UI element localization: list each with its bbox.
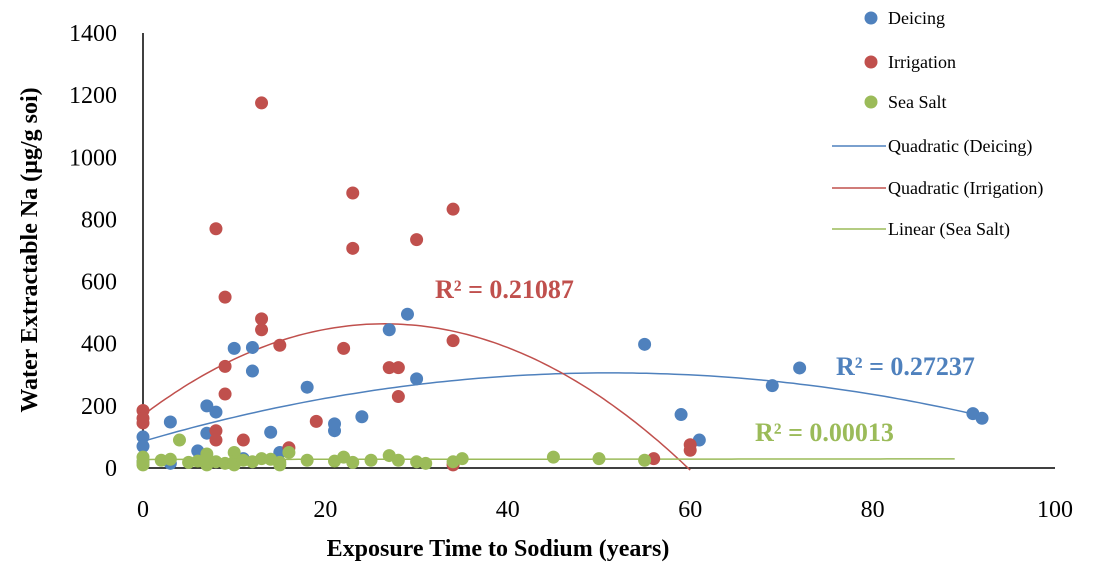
legend-label: Irrigation: [888, 52, 956, 72]
point-irrigation: [218, 290, 232, 304]
x-tick-label: 100: [1037, 497, 1073, 523]
point-irrigation: [218, 359, 232, 373]
point-sea-salt: [419, 456, 433, 470]
point-irrigation: [337, 341, 351, 355]
point-deicing: [382, 323, 396, 337]
point-irrigation: [209, 433, 223, 447]
point-irrigation: [209, 424, 223, 438]
y-tick-label: 200: [81, 394, 117, 420]
legend-label: Linear (Sea Salt): [888, 219, 1010, 240]
point-deicing: [163, 415, 177, 429]
point-deicing: [674, 408, 688, 422]
point-deicing: [355, 410, 369, 424]
point-irrigation: [309, 414, 323, 428]
point-sea-salt: [273, 458, 287, 472]
r2-label: R² = 0.21087: [435, 275, 574, 304]
x-axis-title: Exposure Time to Sodium (years): [327, 536, 670, 562]
point-deicing: [136, 439, 150, 453]
legend: Deicing Irrigation Sea Salt Quadratic (Deic…: [832, 8, 1043, 240]
point-deicing: [975, 411, 989, 425]
x-tick-label: 40: [496, 497, 520, 523]
point-irrigation: [382, 361, 396, 375]
point-irrigation: [209, 222, 223, 236]
point-deicing: [638, 337, 652, 351]
x-tick-label: 0: [137, 497, 149, 523]
point-deicing: [328, 417, 342, 431]
point-irrigation: [346, 186, 360, 200]
point-irrigation: [446, 334, 460, 348]
legend-label: Deicing: [888, 8, 945, 28]
y-tick-label: 1400: [69, 21, 117, 47]
point-deicing: [245, 364, 259, 378]
legend-label: Quadratic (Irrigation): [888, 178, 1043, 199]
r2-labels: R² = 0.27237 R² = 0.21087 R² = 0.00013: [435, 275, 975, 447]
point-deicing: [264, 425, 278, 439]
y-tick-label: 1200: [69, 83, 117, 109]
point-sea-salt: [638, 453, 652, 467]
y-axis-ticks: 0 200 400 600 800 1000 1200 1400: [69, 21, 117, 482]
point-sea-salt: [592, 452, 606, 466]
legend-label: Sea Salt: [888, 92, 947, 112]
point-irrigation: [446, 202, 460, 216]
point-sea-salt: [136, 455, 150, 469]
legend-marker: [864, 95, 878, 109]
point-sea-salt: [300, 453, 314, 467]
x-tick-label: 20: [313, 497, 337, 523]
y-tick-label: 600: [81, 270, 117, 296]
point-irrigation: [391, 361, 405, 375]
trendline-irrigation: [142, 323, 691, 471]
point-sea-salt: [346, 455, 360, 469]
r2-label: R² = 0.27237: [836, 352, 975, 381]
point-deicing: [765, 379, 779, 393]
point-sea-salt: [364, 453, 378, 467]
point-irrigation: [136, 416, 150, 430]
point-deicing: [400, 307, 414, 321]
y-tick-label: 1000: [69, 145, 117, 171]
point-deicing: [136, 430, 150, 444]
legend-marker: [864, 55, 878, 69]
point-irrigation: [410, 233, 424, 247]
point-irrigation: [236, 433, 250, 447]
point-deicing: [245, 340, 259, 354]
point-irrigation: [683, 443, 697, 457]
point-irrigation: [255, 323, 269, 337]
y-tick-label: 800: [81, 207, 117, 233]
r2-label: R² = 0.00013: [755, 418, 894, 447]
point-irrigation: [391, 390, 405, 404]
point-deicing: [410, 372, 424, 386]
point-deicing: [300, 380, 314, 394]
point-sea-salt: [455, 452, 469, 466]
y-tick-label: 400: [81, 332, 117, 358]
x-tick-label: 80: [861, 497, 885, 523]
point-sea-salt: [172, 433, 186, 447]
x-tick-label: 60: [678, 497, 702, 523]
point-deicing: [793, 361, 807, 375]
x-axis-ticks: 0 20 40 60 80 100: [137, 497, 1073, 523]
point-irrigation: [255, 96, 269, 110]
point-deicing: [209, 405, 223, 419]
y-axis-title: Water Extractable Na (µg/g soi): [17, 87, 43, 412]
plot-area: [136, 33, 1055, 472]
point-deicing: [227, 341, 241, 355]
point-sea-salt: [391, 453, 405, 467]
point-sea-salt: [546, 450, 560, 464]
point-sea-salt: [227, 445, 241, 459]
point-irrigation: [273, 338, 287, 352]
legend-marker: [864, 11, 878, 25]
legend-label: Quadratic (Deicing): [888, 136, 1032, 157]
point-irrigation: [346, 241, 360, 255]
y-tick-label: 0: [105, 456, 117, 482]
point-sea-salt: [163, 452, 177, 466]
point-sea-salt: [282, 445, 296, 459]
point-deicing: [200, 399, 214, 413]
point-irrigation: [218, 387, 232, 401]
point-irrigation: [255, 312, 269, 326]
